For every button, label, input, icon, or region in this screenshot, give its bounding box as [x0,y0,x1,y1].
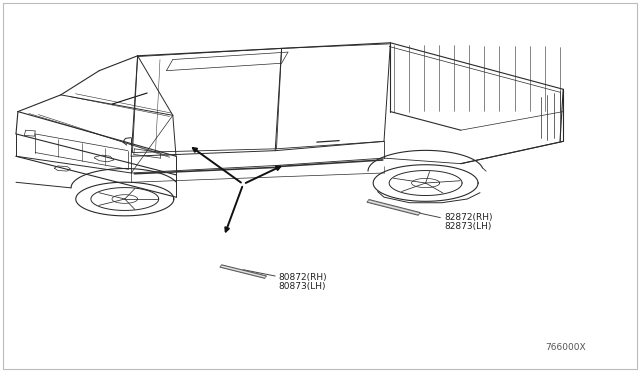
Text: 80873(LH): 80873(LH) [278,282,326,291]
Text: 766000X: 766000X [545,343,586,352]
Text: 82872(RH): 82872(RH) [445,213,493,222]
Text: 80872(RH): 80872(RH) [278,273,327,282]
Polygon shape [220,265,266,278]
Text: 82873(LH): 82873(LH) [445,222,492,231]
Polygon shape [367,199,420,215]
